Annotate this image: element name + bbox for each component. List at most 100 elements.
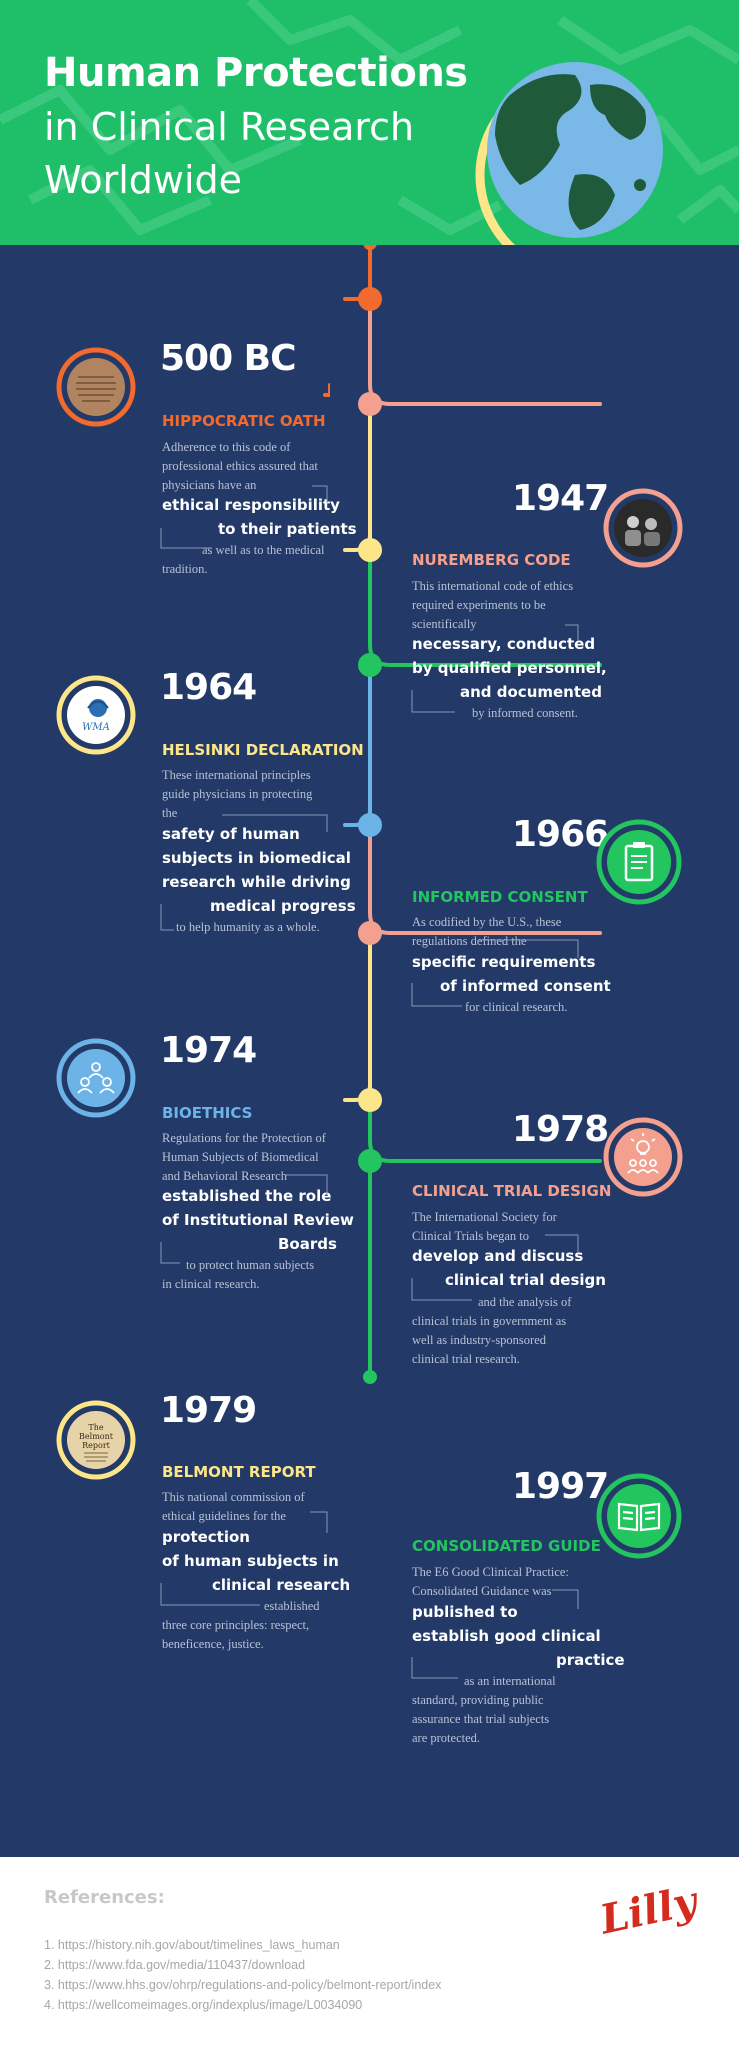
entry-title: BIOETHICS: [162, 1104, 253, 1122]
entry-highlight: Boards: [278, 1235, 337, 1253]
entry-text: ethical guidelines for the: [162, 1509, 286, 1523]
entry-text: by informed consent.: [472, 706, 578, 720]
entry-text: three core principles: respect,: [162, 1618, 310, 1632]
entry-text: for clinical research.: [465, 1000, 568, 1014]
entry-text: clinical trial research.: [412, 1352, 520, 1366]
entry-year: 1964: [160, 667, 257, 708]
entry-text: and Behavioral Research: [162, 1169, 287, 1183]
entry-highlight: subjects in biomedical: [162, 849, 351, 867]
entry-text: in clinical research.: [162, 1277, 260, 1291]
entry-highlight: of human subjects in: [162, 1552, 339, 1570]
page-title: Human Protections: [44, 50, 468, 96]
references-section: References: 1. https://history.nih.gov/a…: [0, 1857, 739, 2048]
reference-link[interactable]: 4. https://wellcomeimages.org/indexplus/…: [44, 1998, 363, 2012]
entry-title: NUREMBERG CODE: [412, 551, 571, 569]
belmont-report-icon: The Belmont Report: [56, 1400, 136, 1480]
entry-highlight: practice: [556, 1651, 625, 1669]
entry-text: professional ethics assured that: [162, 459, 318, 473]
entry-text: Adherence to this code of: [162, 440, 291, 454]
entry-text: as an international: [464, 1674, 556, 1688]
entry-text: These international principles: [162, 768, 311, 782]
entry-text: established: [264, 1599, 320, 1613]
entry-year: 1997: [512, 1466, 609, 1507]
entry-text: the: [162, 806, 178, 820]
entry-text: are protected.: [412, 1731, 481, 1745]
entry-title: INFORMED CONSENT: [412, 888, 588, 906]
cover-text-line: Report: [82, 1441, 111, 1450]
entry-highlight: of informed consent: [440, 977, 611, 995]
entry-text: physicians have an: [162, 478, 257, 492]
entry-text: as well as to the medical: [202, 543, 325, 557]
clipboard-icon: [596, 819, 682, 905]
entry-title: HELSINKI DECLARATION: [162, 741, 364, 759]
entry-title: HIPPOCRATIC OATH: [162, 412, 326, 430]
open-book-icon: [596, 1473, 682, 1559]
entry-year: 500 BC: [160, 338, 297, 379]
timeline-end-dot: [363, 1370, 377, 1384]
entry-text: clinical trials in government as: [412, 1314, 567, 1328]
entry-text: scientifically: [412, 617, 477, 631]
entry-highlight: develop and discuss: [412, 1247, 584, 1265]
entry-highlight: clinical trial design: [445, 1271, 606, 1289]
entry-text: to help humanity as a whole.: [176, 920, 320, 934]
entry-title: CONSOLIDATED GUIDE: [412, 1537, 601, 1555]
entry-text: required experiments to be: [412, 598, 546, 612]
entry-text: Clinical Trials began to: [412, 1229, 530, 1243]
entry-text: Regulations for the Protection of: [162, 1131, 326, 1145]
entry-text: The International Society for: [412, 1210, 557, 1224]
entry-text: regulations defined the: [412, 934, 527, 948]
page-subtitle-line-2: Worldwide: [44, 158, 243, 202]
entry-year: 1974: [160, 1030, 257, 1071]
entry-text: This national commission of: [162, 1490, 305, 1504]
people-network-icon: [56, 1038, 136, 1118]
entry-highlight: establish good clinical: [412, 1627, 601, 1645]
entry-highlight: by qualified personnel,: [412, 659, 607, 677]
entry-text: tradition.: [162, 562, 208, 576]
entry-text: guide physicians in protecting: [162, 787, 313, 801]
entry-highlight: safety of human: [162, 825, 300, 843]
entry-highlight: medical progress: [210, 897, 356, 915]
entry-highlight: of Institutional Review: [162, 1211, 354, 1229]
entry-highlight: established the role: [162, 1187, 332, 1205]
reference-link[interactable]: 1. https://history.nih.gov/about/timelin…: [44, 1938, 340, 1952]
entry-text: to protect human subjects: [186, 1258, 315, 1272]
entry-text: standard, providing public: [412, 1693, 544, 1707]
page-subtitle-line-1: in Clinical Research: [44, 105, 415, 149]
timeline-clean: [330, 245, 620, 1505]
entry-text: beneficence, justice.: [162, 1637, 264, 1651]
cover-text-line: The: [88, 1423, 103, 1432]
entry-title: BELMONT REPORT: [162, 1463, 316, 1481]
entry-highlight: and documented: [460, 683, 602, 701]
entry-text: This international code of ethics: [412, 579, 574, 593]
entry-text: The E6 Good Clinical Practice:: [412, 1565, 569, 1579]
entry-title: CLINICAL TRIAL DESIGN: [412, 1182, 612, 1200]
entry-text: assurance that trial subjects: [412, 1712, 550, 1726]
entry-text: well as industry-sponsored: [412, 1333, 547, 1347]
entry-highlight: to their patients: [218, 520, 357, 538]
reference-link[interactable]: 3. https://www.hhs.gov/ohrp/regulations-…: [44, 1978, 442, 1992]
entry-highlight: research while driving: [162, 873, 351, 891]
references-title: References:: [44, 1887, 165, 1908]
entry-text: Consolidated Guidance was: [412, 1584, 552, 1598]
wma-logo-text: WMA: [82, 722, 110, 733]
entry-text: Human Subjects of Biomedical: [162, 1150, 319, 1164]
entry-year: 1966: [512, 814, 609, 855]
entry-highlight: necessary, conducted: [412, 635, 596, 653]
entry-highlight: clinical research: [212, 1576, 351, 1594]
entry-year: 1947: [512, 478, 609, 519]
lilly-logo: Lilly: [596, 1877, 701, 1944]
lightbulb-team-icon: [603, 1117, 683, 1197]
entry-highlight: ethical responsibility: [162, 496, 340, 514]
entry-year: 1978: [512, 1109, 609, 1150]
entry-year: 1979: [160, 1390, 257, 1431]
entry-text: As codified by the U.S., these: [412, 915, 562, 929]
entry-highlight: protection: [162, 1528, 250, 1546]
entry-text: and the analysis of: [478, 1295, 572, 1309]
reference-link[interactable]: 2. https://www.fda.gov/media/110437/down…: [44, 1958, 306, 1972]
photo-icon: [603, 488, 683, 568]
entry-highlight: published to: [412, 1603, 518, 1621]
papyrus-icon: [56, 347, 136, 427]
entry-highlight: specific requirements: [412, 953, 596, 971]
wma-logo-icon: WMA: [56, 675, 136, 755]
